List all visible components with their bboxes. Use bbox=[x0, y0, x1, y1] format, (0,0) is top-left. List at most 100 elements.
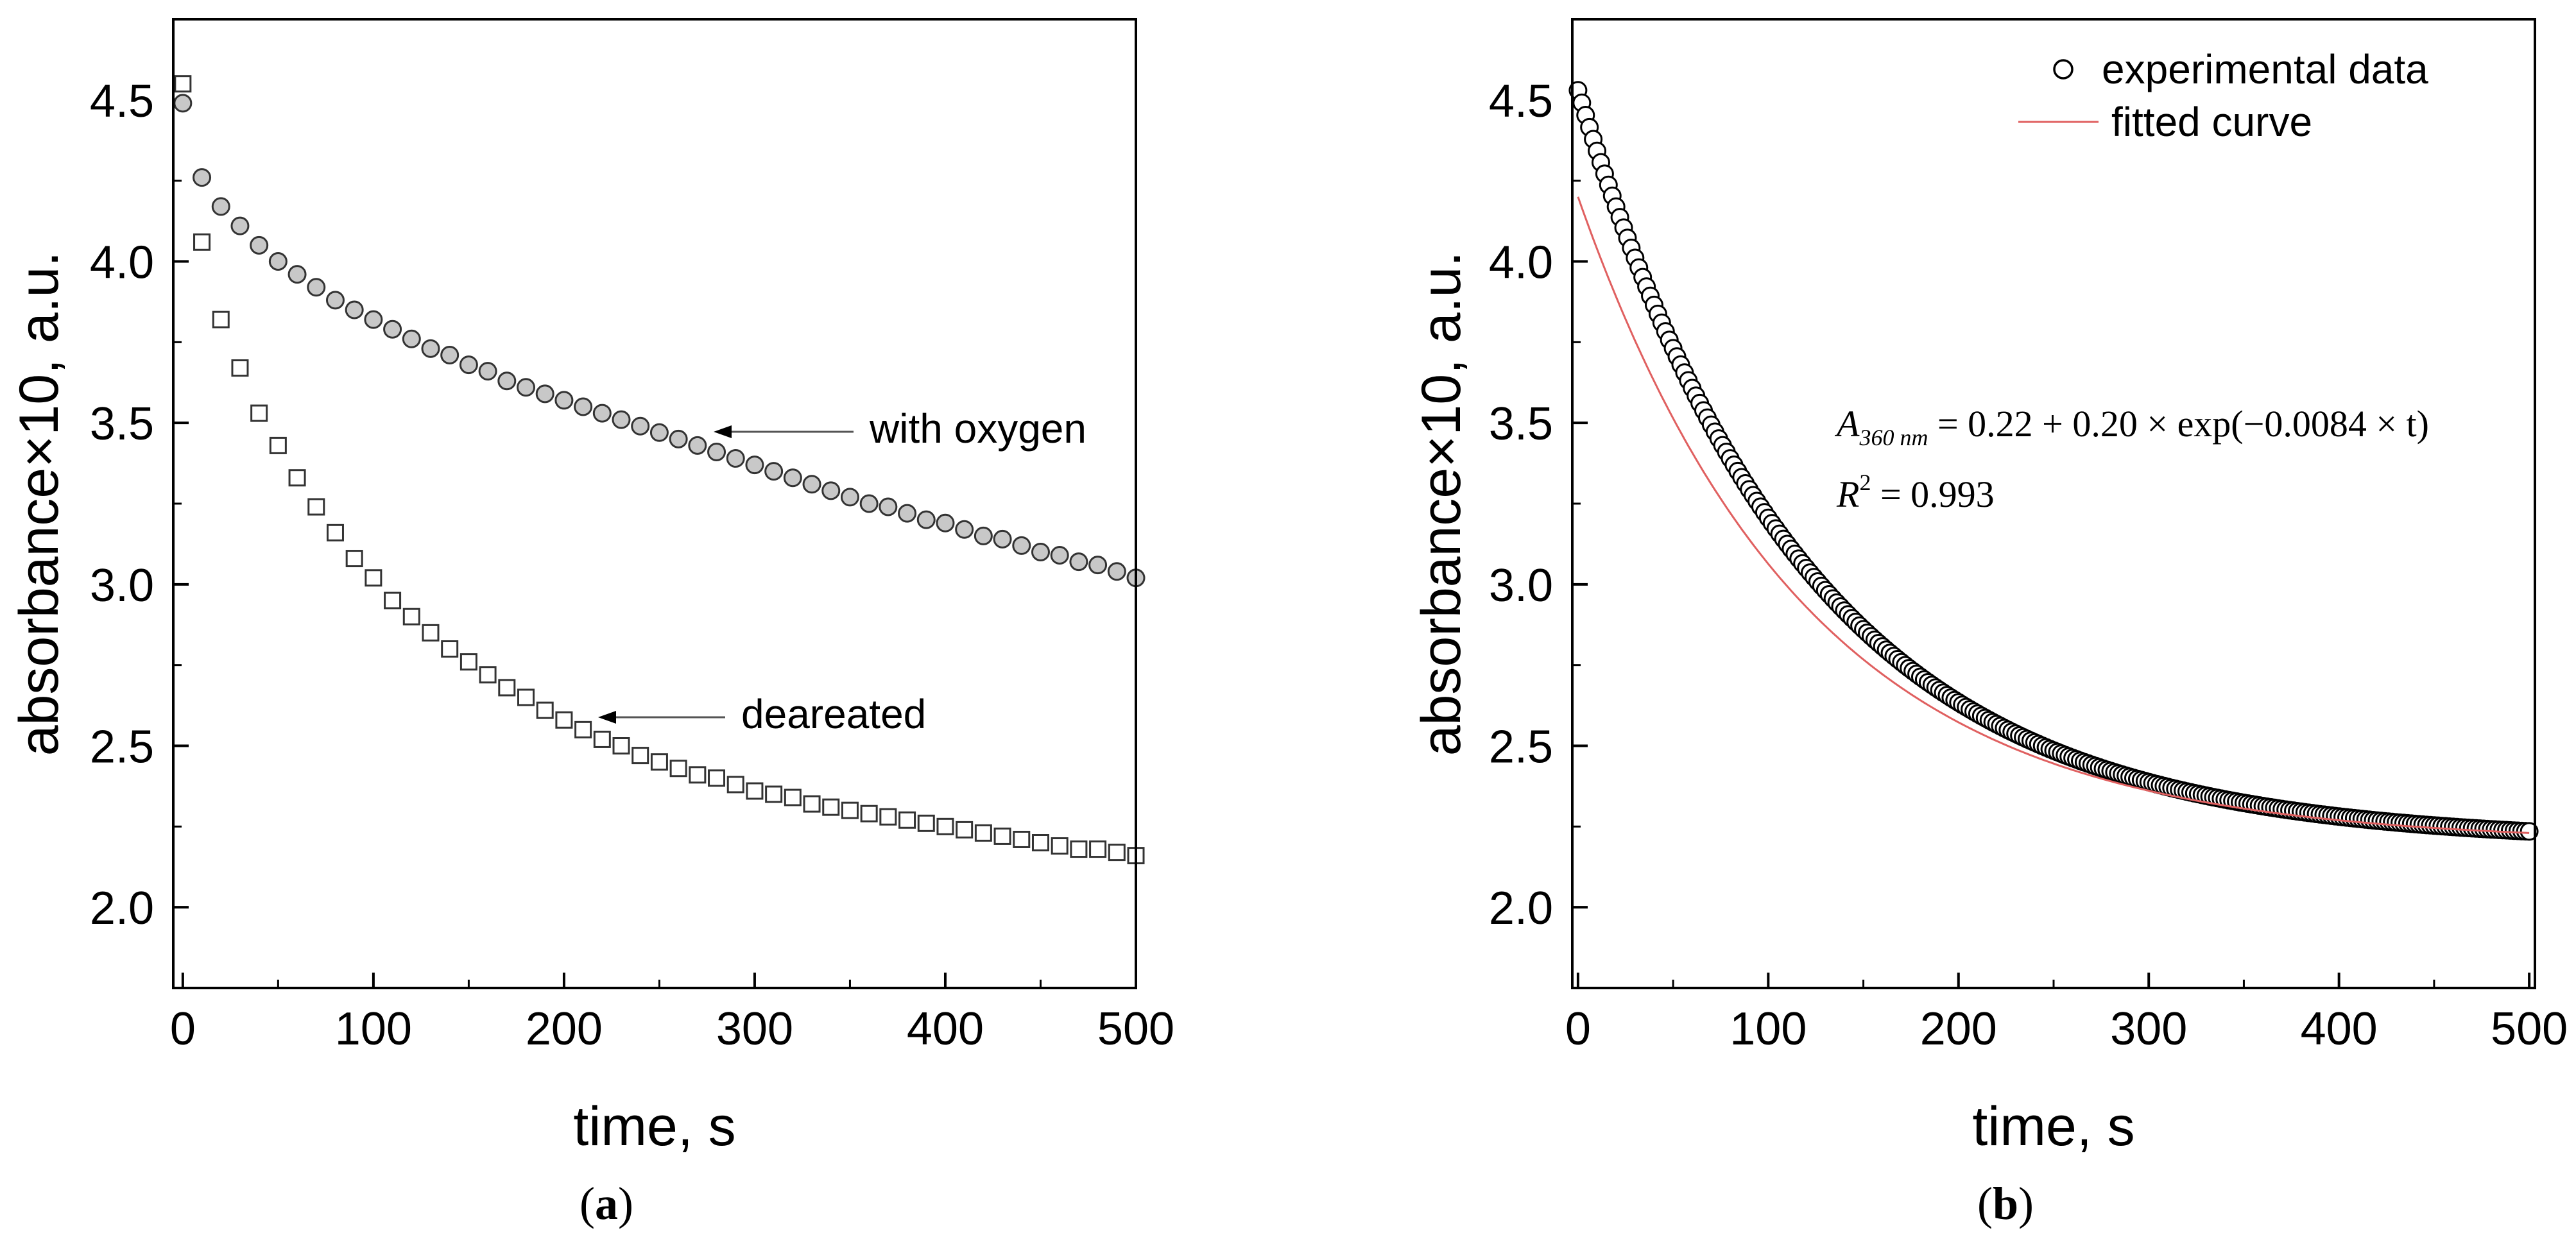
deareated-point bbox=[1070, 840, 1088, 858]
oxygen-point bbox=[307, 278, 326, 297]
fit-equation-line: A360 nm = 0.22 + 0.20 × exp(−0.0084 × t) bbox=[1834, 403, 2429, 450]
deareated-point bbox=[345, 550, 363, 568]
oxygen-point bbox=[383, 319, 402, 339]
oxygen-point bbox=[1050, 546, 1069, 565]
panel-a-xlabel: time, s bbox=[573, 1096, 735, 1157]
oxygen-point bbox=[535, 384, 554, 404]
deareated-point bbox=[917, 814, 935, 832]
oxygen-point bbox=[726, 449, 745, 468]
annotation-deareated-text: deareated bbox=[741, 691, 926, 737]
deareated-point bbox=[1013, 830, 1031, 848]
deareated-point bbox=[708, 769, 726, 787]
oxygen-point bbox=[459, 355, 478, 375]
deareated-point bbox=[593, 730, 611, 748]
panel-a-series bbox=[173, 75, 1146, 865]
y-tick-label: 3.0 bbox=[90, 560, 154, 611]
deareated-point bbox=[956, 821, 974, 839]
oxygen-point bbox=[230, 216, 250, 235]
oxygen-point bbox=[440, 345, 459, 364]
y-tick-label: 3.5 bbox=[90, 398, 154, 450]
panel-b-series bbox=[1568, 81, 2539, 841]
y-tick-label: 2.5 bbox=[90, 722, 154, 773]
oxygen-point bbox=[364, 310, 383, 329]
y-tick-label: 2.0 bbox=[90, 883, 154, 934]
panel-b-ticks: 0 100 200 300 400 500 2.0 2.5 3.0 3.5 4.0 4.5 bbox=[1489, 18, 2568, 1055]
oxygen-point bbox=[421, 339, 440, 358]
deareated-point bbox=[669, 760, 687, 778]
deareated-point bbox=[250, 404, 268, 422]
deareated-point bbox=[841, 801, 859, 819]
deareated-point bbox=[1108, 844, 1126, 862]
deareated-point bbox=[479, 666, 497, 684]
oxygen-point bbox=[1069, 552, 1088, 572]
deareated-point bbox=[784, 788, 802, 806]
oxygen-point bbox=[554, 391, 574, 410]
oxygen-point bbox=[402, 329, 421, 348]
oxygen-point bbox=[936, 513, 955, 532]
oxygen-point bbox=[612, 410, 631, 429]
oxygen-point bbox=[173, 94, 193, 113]
oxygen-point bbox=[649, 423, 669, 442]
fitted-curve bbox=[1577, 196, 2530, 834]
fit-r2-line: R2 = 0.993 bbox=[1836, 470, 1995, 515]
x-tick-label: 100 bbox=[1730, 1003, 1807, 1055]
x-tick-label: 200 bbox=[1920, 1003, 1997, 1055]
deareated-point bbox=[555, 711, 573, 729]
deareated-point bbox=[631, 747, 649, 765]
oxygen-point bbox=[745, 456, 764, 475]
legend-fitted-text: fitted curve bbox=[2111, 99, 2312, 145]
oxygen-point bbox=[268, 252, 288, 271]
deareated-point bbox=[365, 569, 382, 587]
oxygen-point bbox=[821, 481, 841, 500]
deareated-point bbox=[746, 782, 764, 800]
oxygen-point bbox=[688, 436, 707, 455]
deareated-point bbox=[498, 679, 516, 697]
deareated-point bbox=[860, 805, 878, 822]
oxygen-point bbox=[840, 488, 859, 507]
oxygen-point bbox=[478, 362, 497, 381]
deareated-point bbox=[1051, 837, 1069, 855]
deareated-point bbox=[689, 766, 707, 784]
oxygen-point bbox=[898, 504, 917, 523]
arrowhead-with-oxygen bbox=[714, 425, 732, 438]
y-tick-label: 2.0 bbox=[1489, 883, 1553, 934]
x-tick-label: 500 bbox=[2491, 1003, 2568, 1055]
fit-equation: A360 nm = 0.22 + 0.20 × exp(−0.0084 × t)… bbox=[1834, 403, 2429, 515]
deareated-point bbox=[441, 640, 459, 658]
arrowhead-deareated bbox=[598, 711, 616, 724]
annotation-with-oxygen-text: with oxygen bbox=[869, 405, 1086, 452]
deareated-point bbox=[459, 653, 477, 671]
deareated-point bbox=[803, 795, 821, 813]
oxygen-point bbox=[1012, 536, 1031, 555]
panel-a-ylabel: absorbance×10, a.u. bbox=[8, 251, 70, 756]
oxygen-point bbox=[250, 235, 269, 255]
deareated-point bbox=[193, 233, 211, 251]
panel-b-label: (b) bbox=[1977, 1178, 2034, 1229]
x-tick-label: 0 bbox=[170, 1003, 196, 1055]
oxygen-point bbox=[707, 442, 726, 461]
x-tick-label: 0 bbox=[1565, 1003, 1591, 1055]
deareated-point bbox=[326, 524, 344, 541]
deareated-point bbox=[288, 469, 306, 487]
deareated-point bbox=[517, 688, 535, 706]
oxygen-point bbox=[592, 404, 612, 423]
y-tick-label: 3.0 bbox=[1489, 560, 1553, 611]
annotation-with-oxygen: with oxygen bbox=[714, 405, 1086, 452]
y-tick-label: 4.0 bbox=[90, 237, 154, 289]
deareated-point bbox=[536, 701, 554, 719]
oxygen-point bbox=[345, 300, 364, 319]
panel-a-frame bbox=[172, 18, 1137, 989]
panel-a: 0 100 200 300 400 500 2.0 2.5 3.0 3.5 4.0 4.5 time,… bbox=[8, 18, 1174, 1229]
deareated-point bbox=[765, 785, 783, 803]
panel-a-label: (a) bbox=[580, 1178, 633, 1229]
y-tick-label: 3.5 bbox=[1489, 398, 1553, 450]
oxygen-point bbox=[916, 510, 936, 529]
oxygen-point bbox=[1107, 562, 1126, 581]
y-tick-label: 4.0 bbox=[1489, 237, 1553, 289]
oxygen-point bbox=[802, 475, 821, 494]
oxygen-point bbox=[631, 416, 650, 436]
oxygen-point bbox=[325, 291, 345, 310]
oxygen-point bbox=[859, 494, 879, 513]
deareated-point bbox=[422, 624, 440, 642]
